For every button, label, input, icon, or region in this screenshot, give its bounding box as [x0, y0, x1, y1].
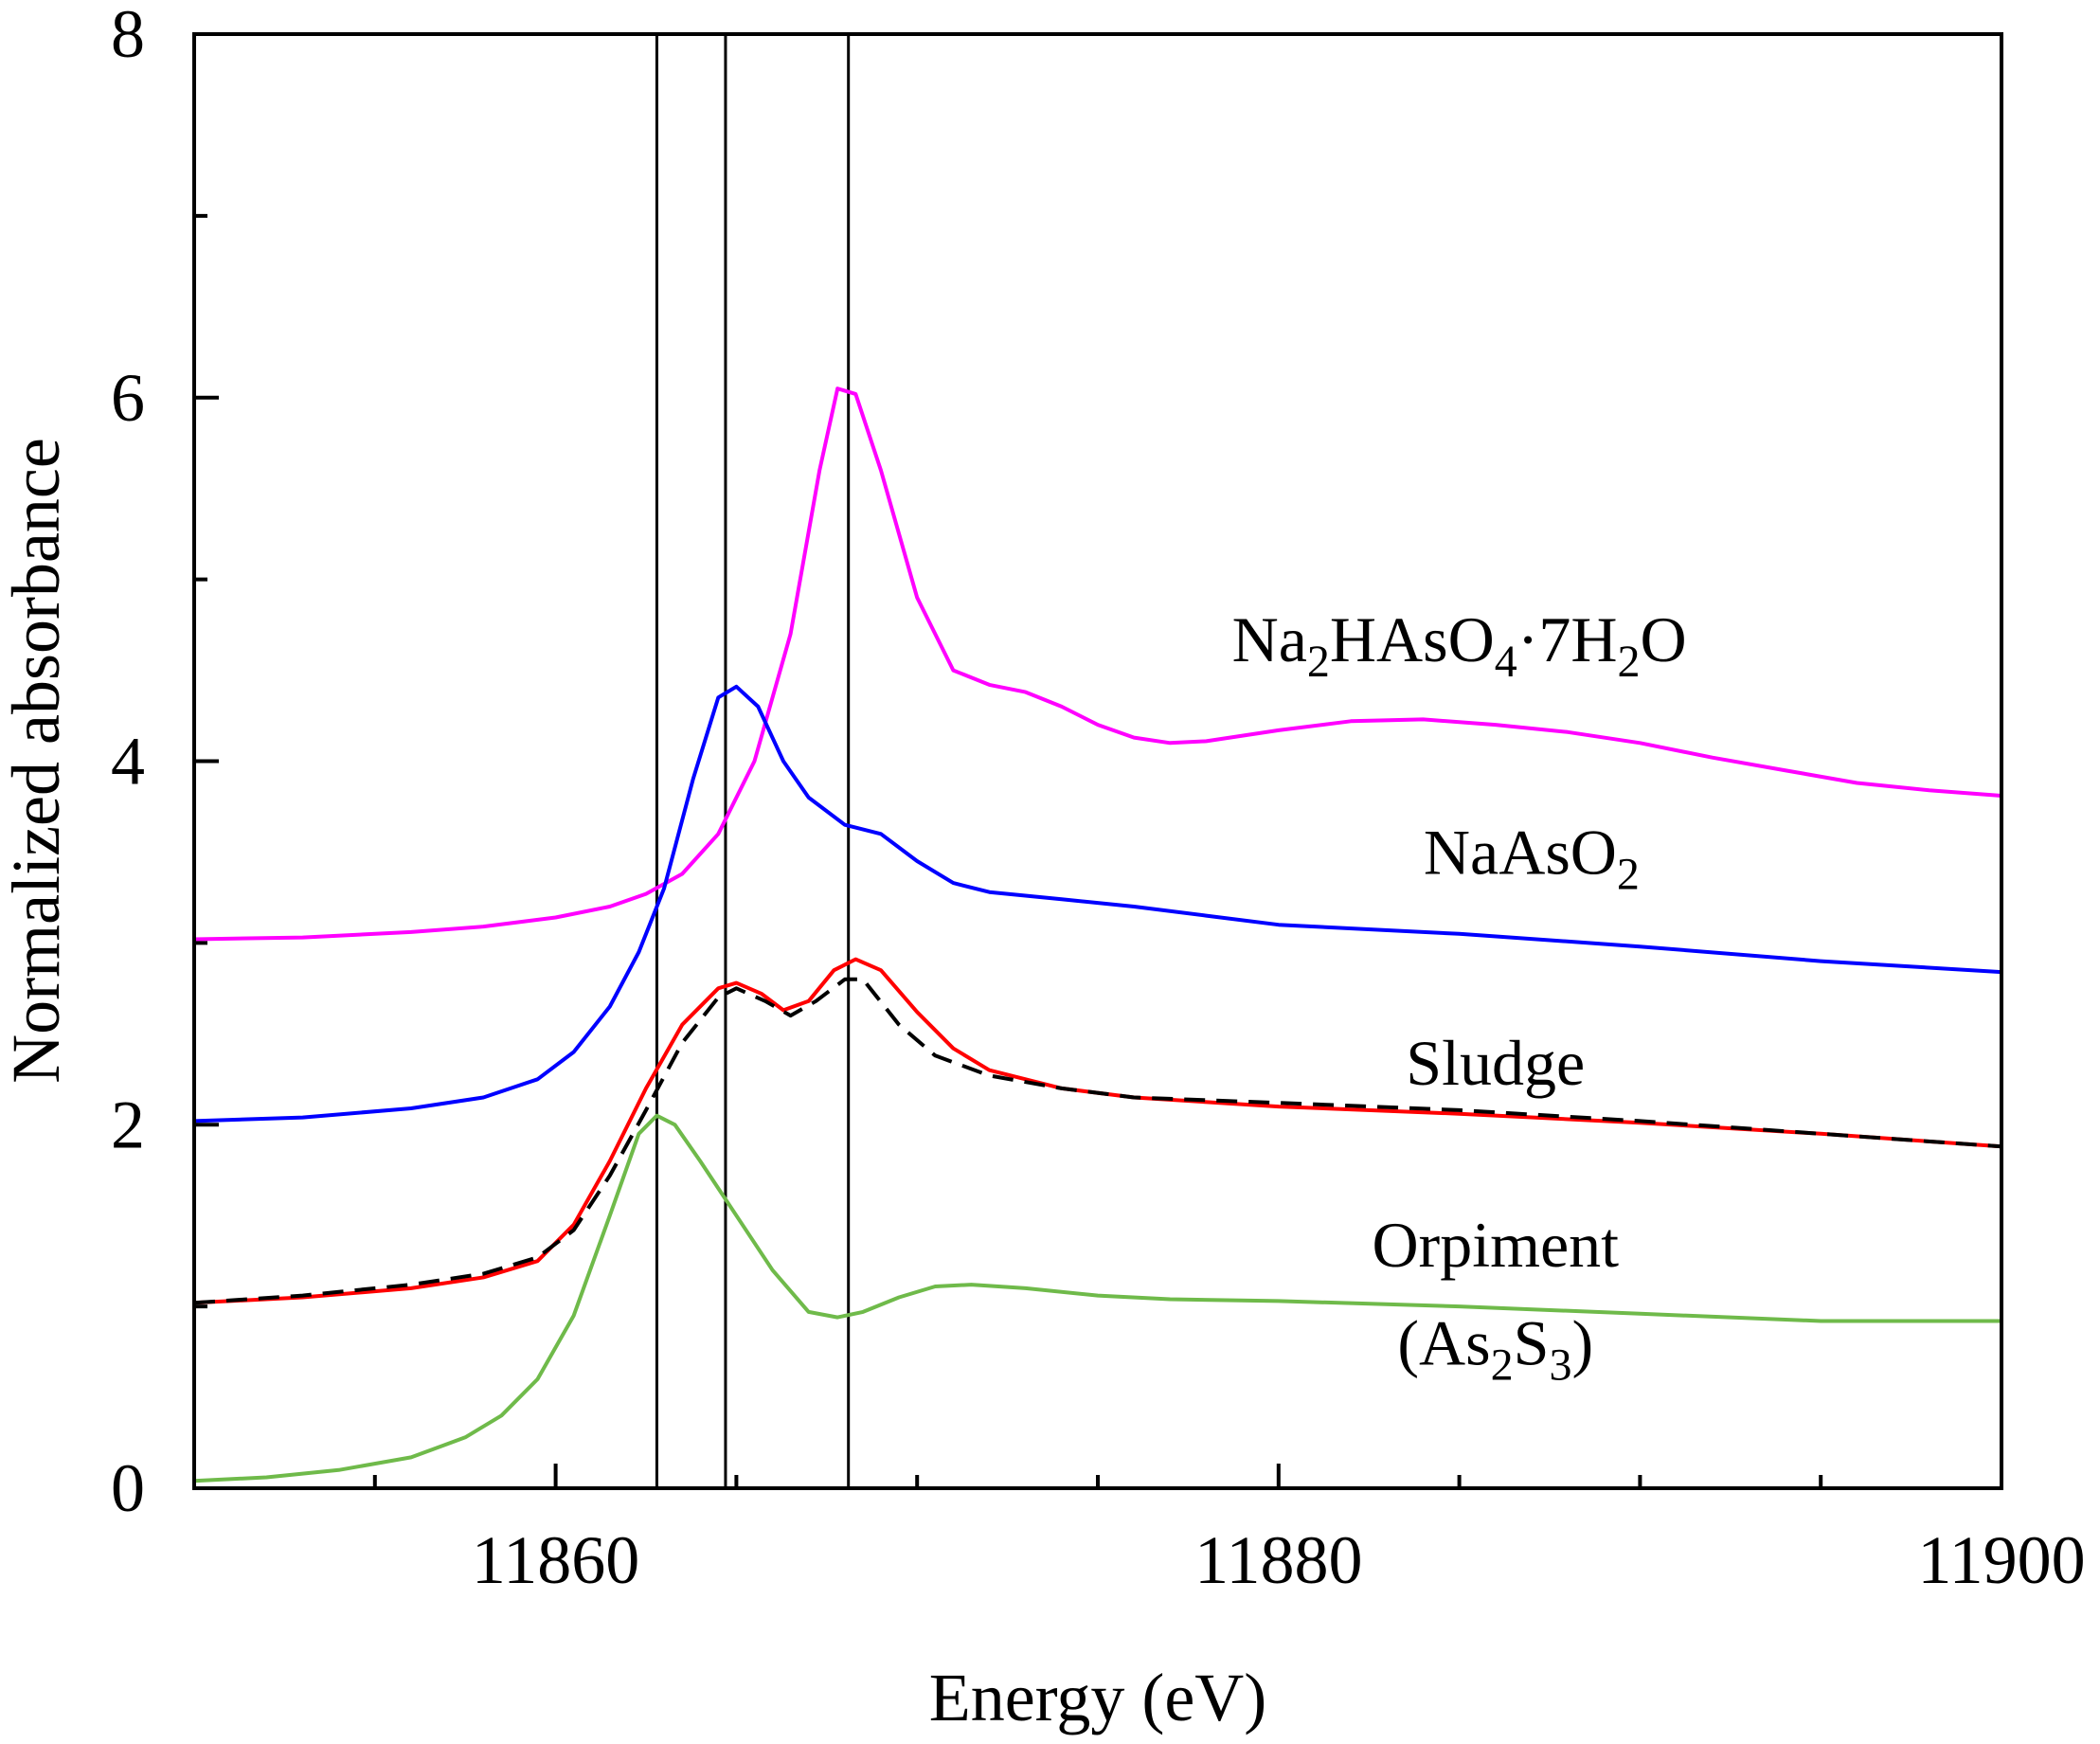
x-tick-label: 11900 [1917, 1522, 2085, 1598]
y-tick-label: 0 [111, 1450, 145, 1526]
series-label: Sludge [1406, 1027, 1585, 1099]
x-tick-label: 11880 [1194, 1522, 1362, 1598]
series-label: Orpiment [1372, 1209, 1619, 1281]
y-tick-label: 6 [111, 360, 145, 436]
series-line-sludge [192, 957, 2003, 1305]
y-tick-label: 8 [111, 0, 145, 72]
y-tick-label: 2 [111, 1087, 145, 1162]
y-axis-title: Normalized absorbance [0, 438, 74, 1084]
series-line-orpiment-as2s3 [192, 1113, 2003, 1483]
series-line-fit [193, 977, 2002, 1305]
plot-marks [192, 34, 2003, 1488]
series-line-na2haso4-7h2o [192, 387, 2003, 942]
series-line-naaso2 [192, 684, 2003, 1124]
series-label: NaAsO2 [1424, 816, 1640, 899]
y-tick-label: 4 [111, 724, 145, 800]
x-tick-label: 11860 [472, 1522, 639, 1598]
series-label: Na2HAsO4·7H2O [1232, 603, 1687, 687]
axis-ticks: 11860 11880 11900 0 2 4 6 8 [111, 0, 2086, 1598]
x-axis-title: Energy (eV) [929, 1660, 1267, 1735]
series-label: (As2S3) [1397, 1307, 1593, 1391]
series-labels: Na2HAsO4·7H2O NaAsO2 Sludge Orpiment (As2S3) [1232, 603, 1687, 1391]
